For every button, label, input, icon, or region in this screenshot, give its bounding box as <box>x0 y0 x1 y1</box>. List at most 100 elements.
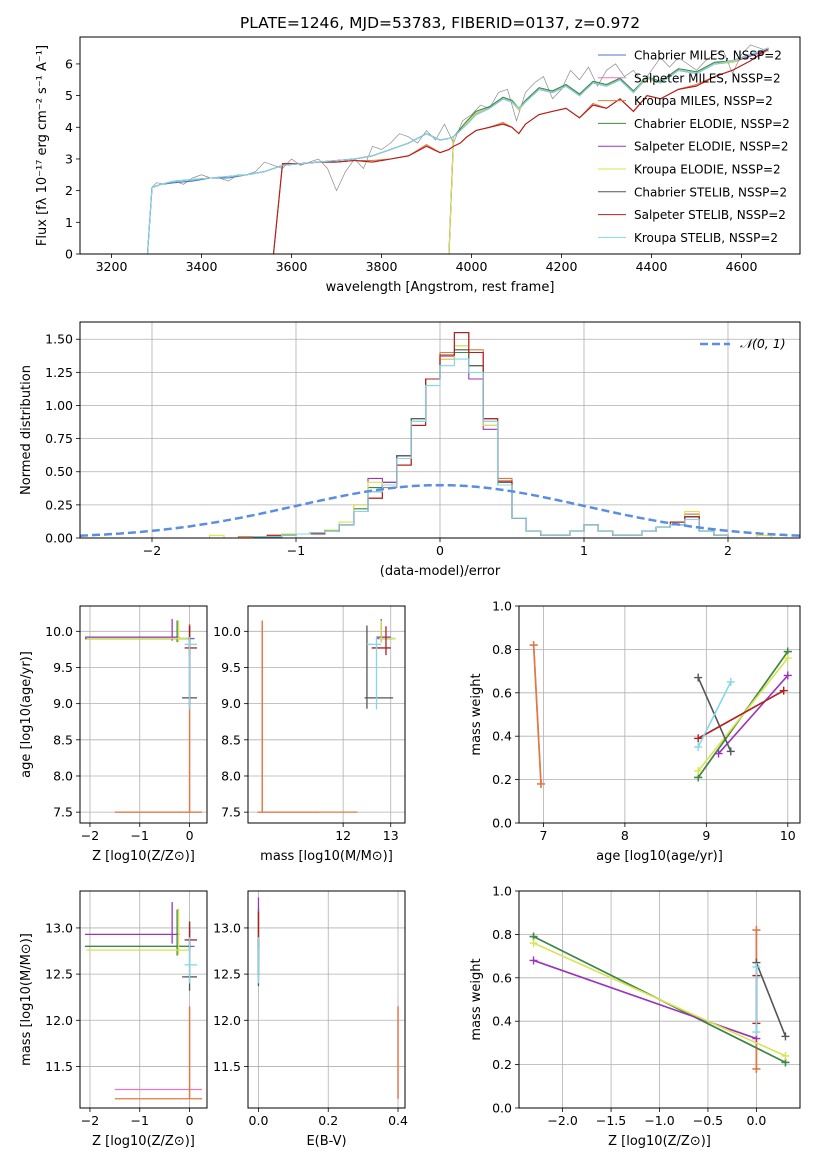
y-tick-label: 8.5 <box>53 732 73 747</box>
x-tick-label: −2.0 <box>547 1113 577 1128</box>
x-tick-label: −1 <box>131 828 149 843</box>
x-tick-label: 8 <box>621 828 629 843</box>
y-axis-label: age [log10(age/yr)] <box>19 651 34 778</box>
y-axis-label: mass [log10(M/M⊙)] <box>19 933 34 1066</box>
axes-age_vs_mass: 12 13 7.5 8.0 8.5 9.0 9.5 10.0 mass [log10(M/M⊙)… <box>213 605 406 864</box>
y-tick-label: 6 <box>65 56 73 71</box>
figure-title: PLATE=1246, MJD=53783, FIBERID=0137, z=0… <box>240 14 640 32</box>
axes-frame <box>79 321 801 539</box>
y-tick-label: 0.25 <box>45 497 73 512</box>
legend: 𝒩(0, 1) <box>700 336 786 351</box>
x-tick-label: 0.4 <box>388 1113 408 1128</box>
legend-label: Salpeter MILES, NSSP=2 <box>634 71 781 85</box>
y-tick-label: 0.6 <box>492 970 512 985</box>
y-tick-label: 0.6 <box>492 685 512 700</box>
plot-area-age_vs_Z <box>84 619 203 813</box>
axes-mass_vs_Z: −2 −1 0 11.5 12.0 12.5 13.0 Z [log10(Z/Z⊙)] mass… <box>19 890 208 1149</box>
y-tick-label: 7.5 <box>53 805 73 820</box>
x-tick-label: −1.5 <box>596 1113 626 1128</box>
axes-frame <box>247 890 406 1109</box>
x-tick-label: 0 <box>436 543 444 558</box>
axes-frame <box>247 605 406 824</box>
x-tick-label: −1 <box>131 1113 149 1128</box>
y-tick-label: 0.75 <box>45 431 73 446</box>
y-tick-label: 9.0 <box>221 696 241 711</box>
axes-residuals: −2 −1 0 1 2 0.00 0.25 0.50 0.75 1.00 1.25 1.50 (data… <box>19 321 801 579</box>
x-axis-label: E(B-V) <box>306 1134 346 1149</box>
axes-spectrum: 3200 3400 3600 3800 4000 4200 4400 4600 0 1 2 3 4 5 6 w… <box>35 36 801 295</box>
x-tick-label: 3800 <box>366 259 398 274</box>
x-tick-label: 13 <box>383 828 399 843</box>
x-tick-label: 0.0 <box>746 1113 766 1128</box>
x-tick-label: −2 <box>81 1113 99 1128</box>
x-axis-label: mass [log10(M/M⊙)] <box>260 849 393 864</box>
y-tick-label: 9.0 <box>53 696 73 711</box>
axes-frame <box>79 890 208 1109</box>
y-tick-label: 0.4 <box>492 729 512 744</box>
x-tick-label: 3400 <box>186 259 218 274</box>
y-axis-label: mass weight <box>469 958 484 1040</box>
y-tick-label: 8.5 <box>221 732 241 747</box>
x-tick-label: −2 <box>143 543 161 558</box>
axes-mass_vs_EBV: 0.0 0.2 0.4 11.5 12.0 12.5 13.0 E(B-V) <box>213 890 408 1149</box>
y-tick-label: 0.0 <box>492 816 512 831</box>
x-tick-label: −0.5 <box>693 1113 723 1128</box>
y-axis-label: mass weight <box>469 673 484 755</box>
x-tick-label: −2 <box>81 828 99 843</box>
weight-line <box>755 962 787 1037</box>
x-tick-label: 12 <box>335 828 351 843</box>
x-axis-label: age [log10(age/yr)] <box>596 849 723 864</box>
x-tick-label: 0.0 <box>249 1113 269 1128</box>
y-tick-label: 0.4 <box>492 1014 512 1029</box>
x-tick-label: 3600 <box>276 259 308 274</box>
y-tick-label: 1.00 <box>45 398 73 413</box>
weight-line <box>533 942 786 1057</box>
x-tick-label: 9 <box>702 828 710 843</box>
y-axis-label: Normed distribution <box>19 365 34 495</box>
x-axis-label: Z [log10(Z/Z⊙)] <box>608 1134 711 1149</box>
x-axis-label: wavelength [Angstrom, rest frame] <box>326 280 555 295</box>
y-tick-label: 10.0 <box>45 624 73 639</box>
x-axis-label: Z [log10(Z/Z⊙)] <box>92 1134 195 1149</box>
x-tick-label: 4000 <box>456 259 488 274</box>
y-tick-label: 2 <box>65 183 73 198</box>
y-tick-label: 0.00 <box>45 531 73 546</box>
y-tick-label: 3 <box>65 151 73 166</box>
plot-area-mass_vs_Z <box>84 902 203 1100</box>
normal-curve <box>80 483 800 537</box>
y-tick-label: 12.5 <box>213 967 241 982</box>
x-tick-label: 2 <box>724 543 732 558</box>
model-line <box>111 47 769 254</box>
y-tick-label: 1.0 <box>492 599 512 614</box>
y-tick-label: 4 <box>65 120 73 135</box>
axes-weight_vs_Z: −2.0 −1.5 −1.0 −0.5 0.0 0.0 0.2 0.4 0.6 0.8 1.0 Z [… <box>469 884 801 1149</box>
plot-area-spectrum <box>111 44 769 254</box>
plot-area-mass_vs_EBV <box>257 897 399 1099</box>
weight-line <box>697 657 789 772</box>
model-line <box>111 47 769 254</box>
y-tick-label: 13.0 <box>213 920 241 935</box>
y-tick-label: 12.0 <box>213 1013 241 1028</box>
weight-line <box>533 959 757 1040</box>
y-tick-label: 1.50 <box>45 332 73 347</box>
x-tick-label: 0 <box>186 1113 194 1128</box>
legend-label: Salpeter STELIB, NSSP=2 <box>634 208 786 222</box>
x-tick-label: −1 <box>287 543 305 558</box>
x-tick-label: 4200 <box>546 259 578 274</box>
x-tick-label: 4400 <box>636 259 668 274</box>
y-tick-label: 0.8 <box>492 927 512 942</box>
legend-label: Kroupa ELODIE, NSSP=2 <box>634 163 781 177</box>
y-tick-label: 9.5 <box>53 660 73 675</box>
weight-line <box>717 674 789 755</box>
y-tick-label: 8.0 <box>221 768 241 783</box>
axes-age_vs_Z: −2 −1 0 7.5 8.0 8.5 9.0 9.5 10.0 Z [log10(Z/Z⊙)] a… <box>19 605 208 864</box>
legend-label: Salpeter ELODIE, NSSP=2 <box>634 140 789 154</box>
y-tick-label: 0 <box>65 247 73 262</box>
plot-area-age_vs_mass <box>257 619 396 813</box>
histogram-step <box>80 358 800 538</box>
plot-area-weight_vs_age <box>529 641 792 788</box>
axes-frame <box>79 36 801 255</box>
plot-area-weight_vs_Z <box>529 926 790 1073</box>
y-tick-label: 10.0 <box>213 624 241 639</box>
